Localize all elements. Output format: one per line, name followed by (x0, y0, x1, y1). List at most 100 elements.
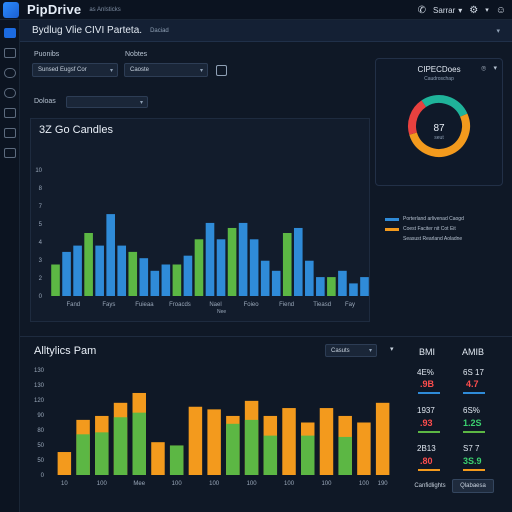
notes-select[interactable]: Caoste ▾ (124, 63, 208, 77)
analytics-bar[interactable] (375, 402, 390, 475)
pipeline-select[interactable]: Sunsed Eugsf Cor ▾ (32, 63, 118, 77)
chevron-down-icon[interactable]: ▾ (485, 7, 489, 14)
legend-label: Coest Faciter nit Cot Eit (403, 226, 456, 232)
analytics-bar-segment (76, 434, 90, 475)
stat-delta: 1.2S (463, 418, 482, 428)
account-label: Sarrar (433, 5, 456, 15)
stat-underline (418, 392, 440, 394)
app-title: PipDrive (27, 2, 82, 17)
x-axis-tick: 100 (359, 481, 370, 487)
settings-icon[interactable]: ⚙ (469, 4, 479, 16)
donut-value-sub: seut (434, 135, 444, 141)
analytics-bar[interactable] (169, 445, 184, 475)
analytics-bar[interactable] (76, 419, 90, 475)
deals-select[interactable]: ▾ (66, 96, 148, 108)
x-axis-tick: 100 (284, 481, 295, 487)
x-axis-tick: 100 (247, 481, 258, 487)
account-menu-button[interactable]: Sarrar ▾ (433, 6, 462, 15)
y-axis-tick: 50 (37, 443, 44, 449)
legend-item: Seasust Rearland Aoladne (385, 234, 495, 244)
analytics-bar[interactable] (207, 409, 221, 475)
y-axis-tick: 90 (37, 413, 44, 419)
x-axis-tick: Mee (133, 481, 145, 487)
analytics-bar[interactable] (132, 392, 146, 475)
analytics-dropdown-value: Casuts (331, 347, 350, 354)
stat-value: 4E% (417, 368, 434, 377)
y-axis-tick: 80 (37, 428, 44, 434)
sidebar-item-dashboard[interactable] (4, 28, 16, 38)
donut-segment[interactable] (409, 113, 470, 157)
y-axis-tick: 0 (41, 473, 45, 479)
copy-icon[interactable] (216, 65, 227, 76)
legend-label: Porterland arlivenad Caogd (403, 216, 464, 222)
chevron-down-icon[interactable]: ▾ (493, 65, 497, 72)
donut-value: 87 (433, 123, 445, 134)
stat-underline (418, 469, 440, 471)
analytics-bar[interactable] (301, 422, 315, 476)
analytics-bar[interactable] (319, 408, 334, 475)
analytics-bar[interactable] (151, 442, 165, 475)
page-subtitle: Daciad (150, 27, 169, 34)
analytics-bar[interactable] (226, 415, 240, 475)
stat-delta: 3S.9 (463, 456, 482, 466)
user-icon[interactable]: ☺ (495, 4, 506, 16)
analytics-bar[interactable] (113, 402, 128, 475)
legend-item: Porterland arlivenad Caogd (385, 214, 495, 224)
analytics-bar-segment (244, 419, 259, 475)
page-title: Bydlug Vlie CIVI Parteta. (32, 25, 143, 36)
sidebar-item-reports[interactable] (4, 48, 16, 58)
sidebar-item-products[interactable] (4, 128, 16, 138)
stat-value: 6S% (463, 406, 480, 415)
sidebar-item-mail[interactable] (4, 108, 16, 118)
stat-delta: .9B (420, 379, 435, 389)
database-button[interactable]: Qlabaesa (452, 479, 494, 493)
chevron-down-icon: ▾ (458, 5, 463, 15)
stat-underline (463, 431, 485, 433)
filter-label-1: Puonibs (34, 51, 60, 58)
legend-swatch (385, 238, 399, 241)
more-options-icon[interactable]: ⌾ (481, 64, 486, 73)
analytics-bar-segment (263, 435, 278, 475)
legend-swatch (385, 227, 399, 231)
analytics-bar[interactable] (95, 415, 109, 475)
configurations-button[interactable]: Canfidlights (414, 483, 446, 489)
filter-label-3: Doloas (34, 98, 56, 105)
stat-value: 6S 17 (463, 368, 484, 377)
analytics-dropdown[interactable]: Casuts ▾ (325, 344, 377, 357)
donut-segment[interactable] (421, 95, 468, 118)
chevron-down-icon: ▾ (368, 348, 372, 354)
app-subtitle: as Anlsticks (89, 6, 121, 13)
chevron-down-icon: ▾ (199, 67, 203, 74)
legend-swatch (385, 217, 399, 221)
chevron-down-icon[interactable]: ▾ (496, 27, 500, 35)
y-axis-tick: 130 (34, 368, 45, 374)
chevron-down-icon[interactable]: ▾ (390, 346, 394, 353)
analytics-bar[interactable] (188, 406, 203, 475)
sidebar-item-contacts[interactable] (4, 68, 16, 78)
analytics-bar-segment (132, 412, 146, 475)
analytics-bar-segment (338, 436, 352, 475)
stat-underline (418, 431, 440, 433)
main-chart-legend: Porterland arlivenad Caogd Coest Faciter… (385, 214, 495, 244)
main-chart-title: 3Z Go Candles (39, 124, 113, 136)
stats-col-2-header: AMIB (462, 347, 485, 357)
donut-title: CIPECDoes (417, 65, 461, 74)
stat-underline (463, 469, 485, 471)
donut-segment[interactable] (408, 100, 427, 135)
analytics-bar[interactable] (244, 400, 259, 475)
analytics-title: Alltylics Pam (34, 345, 97, 357)
analytics-bar[interactable] (282, 408, 296, 475)
stat-underline (463, 392, 485, 394)
analytics-bar[interactable] (263, 415, 278, 475)
analytics-bar[interactable] (338, 415, 352, 475)
stat-delta: 4.7 (466, 379, 479, 389)
analytics-bar[interactable] (357, 422, 371, 476)
top-bar-actions: ✆ Sarrar ▾ ⚙ ▾ ☺ (418, 0, 506, 20)
sidebar-item-activities[interactable] (4, 88, 16, 98)
main-chart-panel: 3Z Go Candles (30, 118, 370, 322)
phone-icon[interactable]: ✆ (417, 4, 427, 16)
main-chart-x-axis-label: Nee (217, 309, 227, 315)
sidebar-item-settings[interactable] (4, 148, 16, 158)
app-logo-icon[interactable] (3, 1, 19, 18)
analytics-bar[interactable] (57, 452, 72, 475)
